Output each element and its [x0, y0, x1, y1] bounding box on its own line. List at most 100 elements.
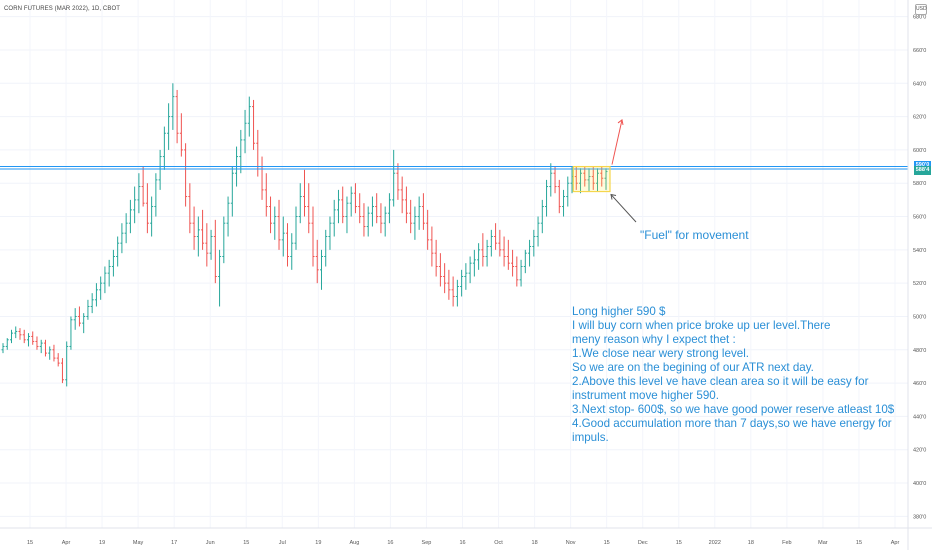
ohlc-bar — [600, 166, 604, 187]
y-tick-label: 560'0 — [913, 215, 926, 221]
currency-label[interactable]: USD — [915, 4, 927, 15]
ohlc-bar — [523, 249, 527, 274]
x-tick-label: 16 — [387, 540, 393, 546]
x-tick-label: 16 — [459, 540, 465, 546]
x-tick-label: 15 — [604, 540, 610, 546]
ohlc-bar — [90, 293, 94, 314]
x-tick-label: 15 — [27, 540, 33, 546]
ohlc-bar — [52, 344, 56, 362]
ohlc-bar — [591, 166, 595, 190]
x-tick-label: 18 — [748, 540, 754, 546]
fuel-annotation[interactable]: "Fuel" for movement — [640, 228, 749, 242]
ohlc-bar — [82, 313, 86, 334]
ohlc-bar — [137, 173, 141, 214]
x-tick-label: Mar — [818, 540, 828, 546]
ohlc-bar — [311, 206, 315, 267]
ohlc-bar — [111, 249, 115, 277]
ohlc-bar — [583, 166, 587, 187]
annotation-arrows[interactable] — [610, 119, 637, 223]
ohlc-bar — [328, 216, 332, 250]
x-tick-label: 2022 — [709, 540, 721, 546]
ohlc-bar — [460, 269, 464, 297]
ohlc-bar — [358, 193, 362, 224]
ohlc-bar — [587, 168, 591, 192]
symbol-title[interactable]: CORN FUTURES (MAR 2022), 1D, CBOT — [4, 6, 120, 12]
x-tick-label: 17 — [171, 540, 177, 546]
ohlc-bar — [94, 283, 98, 307]
ohlc-bar — [128, 199, 132, 234]
ohlc-bar — [196, 216, 200, 257]
forecast-arrow — [611, 119, 623, 165]
ohlc-bar — [22, 329, 26, 344]
ohlc-bar — [404, 186, 408, 224]
ohlc-bar — [281, 216, 285, 257]
ohlc-bar — [294, 206, 298, 250]
ohlc-bar — [150, 196, 154, 237]
ohlc-bar — [192, 206, 196, 250]
x-tick-label: 15 — [243, 540, 249, 546]
ohlc-bar — [260, 156, 264, 200]
x-tick-label: Jun — [206, 540, 215, 546]
ohlc-bar — [43, 339, 47, 357]
time-axis[interactable]: 15 Apr 19 May 17 Jun 15 Jul 19 Aug 16 Sep 16 Oct 18 Nov… — [0, 527, 932, 546]
ohlc-bar — [562, 189, 566, 217]
y-tick-label: 520'0 — [913, 281, 926, 287]
ohlc-bar — [222, 216, 226, 264]
ohlc-bar — [417, 196, 421, 230]
ohlc-bar — [451, 276, 455, 307]
forecast-arrowhead — [617, 119, 624, 126]
ohlc-bar — [574, 166, 578, 190]
x-tick-label: 18 — [532, 540, 538, 546]
ohlc-bar — [430, 226, 434, 267]
ohlc-bar — [400, 176, 404, 214]
ohlc-bar — [107, 259, 111, 287]
x-tick-label: Oct — [494, 540, 503, 546]
ohlc-bar — [218, 249, 222, 307]
ohlc-bar — [370, 196, 374, 227]
note-line: impuls. — [572, 431, 609, 444]
x-tick-label: 19 — [99, 540, 105, 546]
ohlc-bar — [31, 331, 35, 345]
ohlc-bar — [307, 183, 311, 234]
note-line: 1.We close near wery strong level. — [572, 347, 749, 360]
ohlc-bar — [464, 263, 468, 290]
resistance-levels[interactable] — [0, 166, 908, 170]
ohlc-bar — [481, 233, 485, 267]
ohlc-bar — [536, 216, 540, 247]
accumulation-box[interactable] — [572, 165, 611, 193]
price-axis[interactable]: 380'0 400'0 420'0 440'0 460'0 480'0 500'0 520'0… — [907, 0, 926, 550]
y-tick-label: 480'0 — [913, 348, 926, 354]
x-tick-label: Sep — [422, 540, 432, 546]
note-line: instrument move higher 590. — [572, 389, 719, 402]
ohlc-bar — [566, 176, 570, 207]
ohlc-bar — [387, 193, 391, 224]
ohlc-bar — [269, 196, 273, 234]
ohlc-bar — [35, 336, 39, 350]
ohlc-bar — [498, 229, 502, 257]
ohlc-bar — [434, 239, 438, 277]
ohlc-bar — [205, 223, 209, 267]
trade-idea-note[interactable]: Long higher 590 $ I will buy corn when p… — [572, 305, 894, 445]
ohlc-bar — [175, 89, 179, 144]
ohlc-bar — [247, 96, 251, 137]
ohlc-bar — [383, 206, 387, 237]
ohlc-bar — [336, 189, 340, 224]
ohlc-bar — [26, 333, 30, 347]
ohlc-bar — [511, 249, 515, 277]
ohlc-bar — [56, 353, 60, 367]
ohlc-bar — [409, 199, 413, 234]
ohlc-bar — [426, 209, 430, 250]
ohlc-bar — [366, 206, 370, 237]
ohlc-bar — [553, 166, 557, 194]
ohlc-bar — [303, 169, 306, 217]
ohlc-bar — [239, 129, 243, 174]
ohlc-bar — [230, 166, 234, 217]
ohlc-bar — [528, 239, 532, 267]
note-line: 4.Good accumulation more than 7 days,so … — [572, 417, 892, 430]
ohlc-bar — [243, 109, 247, 154]
y-tick-label: 660'0 — [913, 48, 926, 54]
ohlc-bar — [73, 308, 77, 330]
y-tick-label: 500'0 — [913, 314, 926, 320]
ohlc-bar — [273, 206, 277, 240]
